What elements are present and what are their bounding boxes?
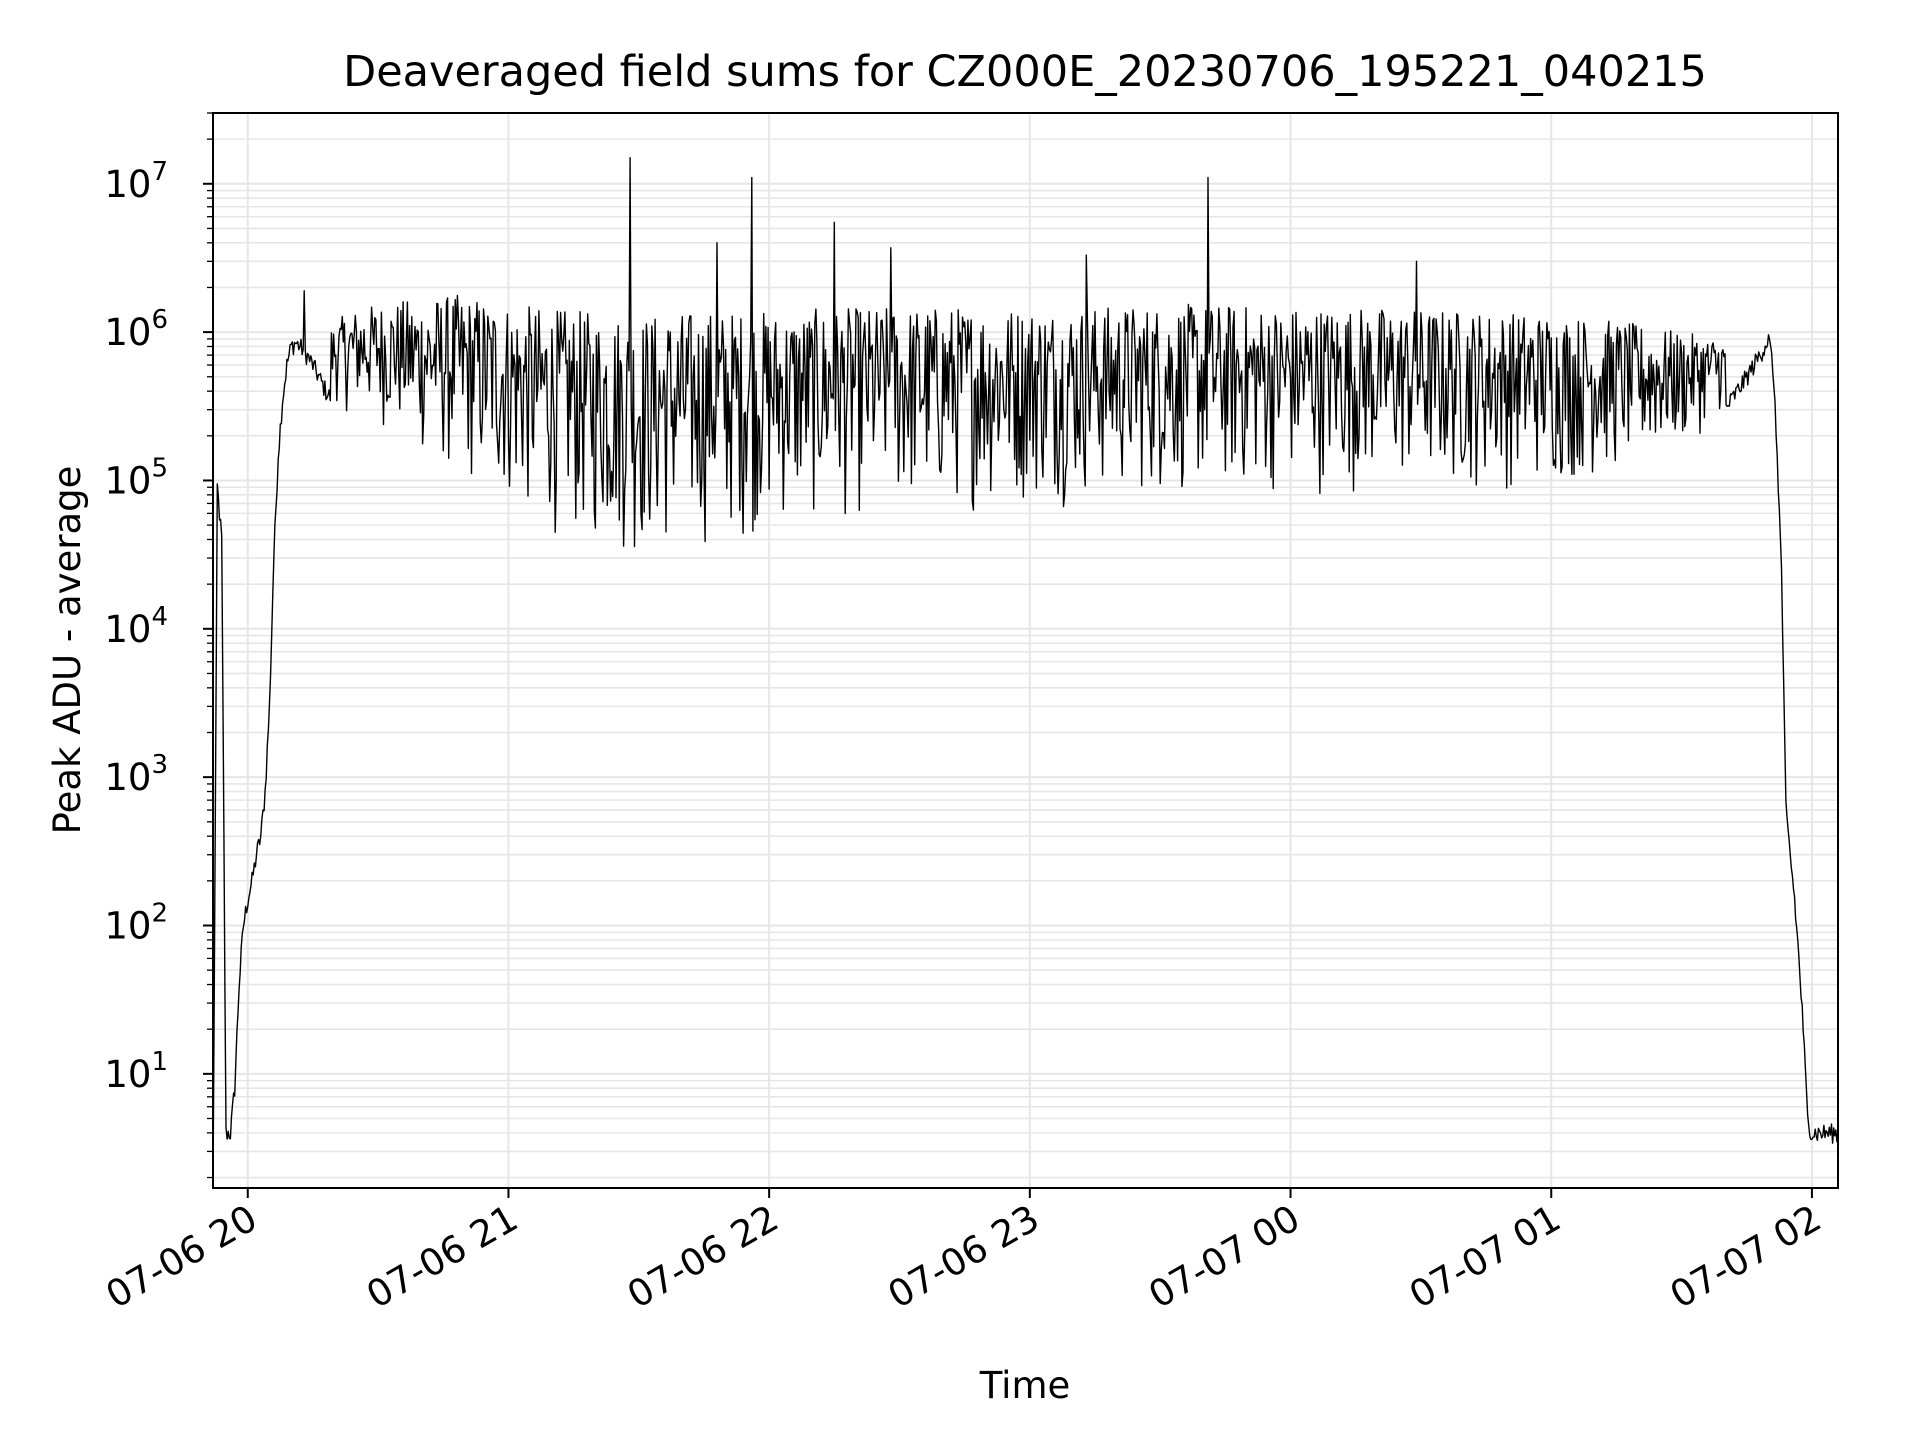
y-tick-base: 10 bbox=[104, 163, 151, 206]
y-tick-label: 106 bbox=[104, 305, 168, 354]
series-layer bbox=[212, 157, 1839, 1186]
y-tick-label: 102 bbox=[104, 898, 168, 947]
y-tick-base: 10 bbox=[104, 608, 151, 651]
y-tick-label: 101 bbox=[104, 1047, 168, 1096]
grid-layer bbox=[213, 112, 1838, 1188]
plot-frame bbox=[212, 112, 1839, 1189]
y-axis-label: Peak ADU - average bbox=[46, 466, 89, 835]
y-tick-label: 103 bbox=[104, 750, 168, 799]
y-tick-exponent: 5 bbox=[151, 453, 168, 483]
y-tick-label: 107 bbox=[104, 157, 168, 206]
x-axis-label: Time bbox=[979, 1364, 1071, 1407]
y-tick-label: 105 bbox=[104, 453, 168, 502]
chart-title: Deaveraged field sums for CZ000E_2023070… bbox=[343, 47, 1707, 97]
y-tick-base: 10 bbox=[104, 904, 151, 947]
y-tick-base: 10 bbox=[104, 459, 151, 502]
y-tick-base: 10 bbox=[104, 311, 151, 354]
y-tick-exponent: 2 bbox=[151, 898, 168, 928]
y-tick-exponent: 1 bbox=[151, 1047, 168, 1077]
y-tick-exponent: 7 bbox=[151, 157, 168, 187]
series-line bbox=[212, 157, 1839, 1186]
y-tick-label: 104 bbox=[104, 602, 168, 651]
y-tick-base: 10 bbox=[104, 1053, 151, 1096]
y-tick-base: 10 bbox=[104, 756, 151, 799]
y-tick-exponent: 3 bbox=[151, 750, 168, 780]
y-tick-exponent: 6 bbox=[151, 305, 168, 335]
y-tick-exponent: 4 bbox=[151, 602, 168, 632]
